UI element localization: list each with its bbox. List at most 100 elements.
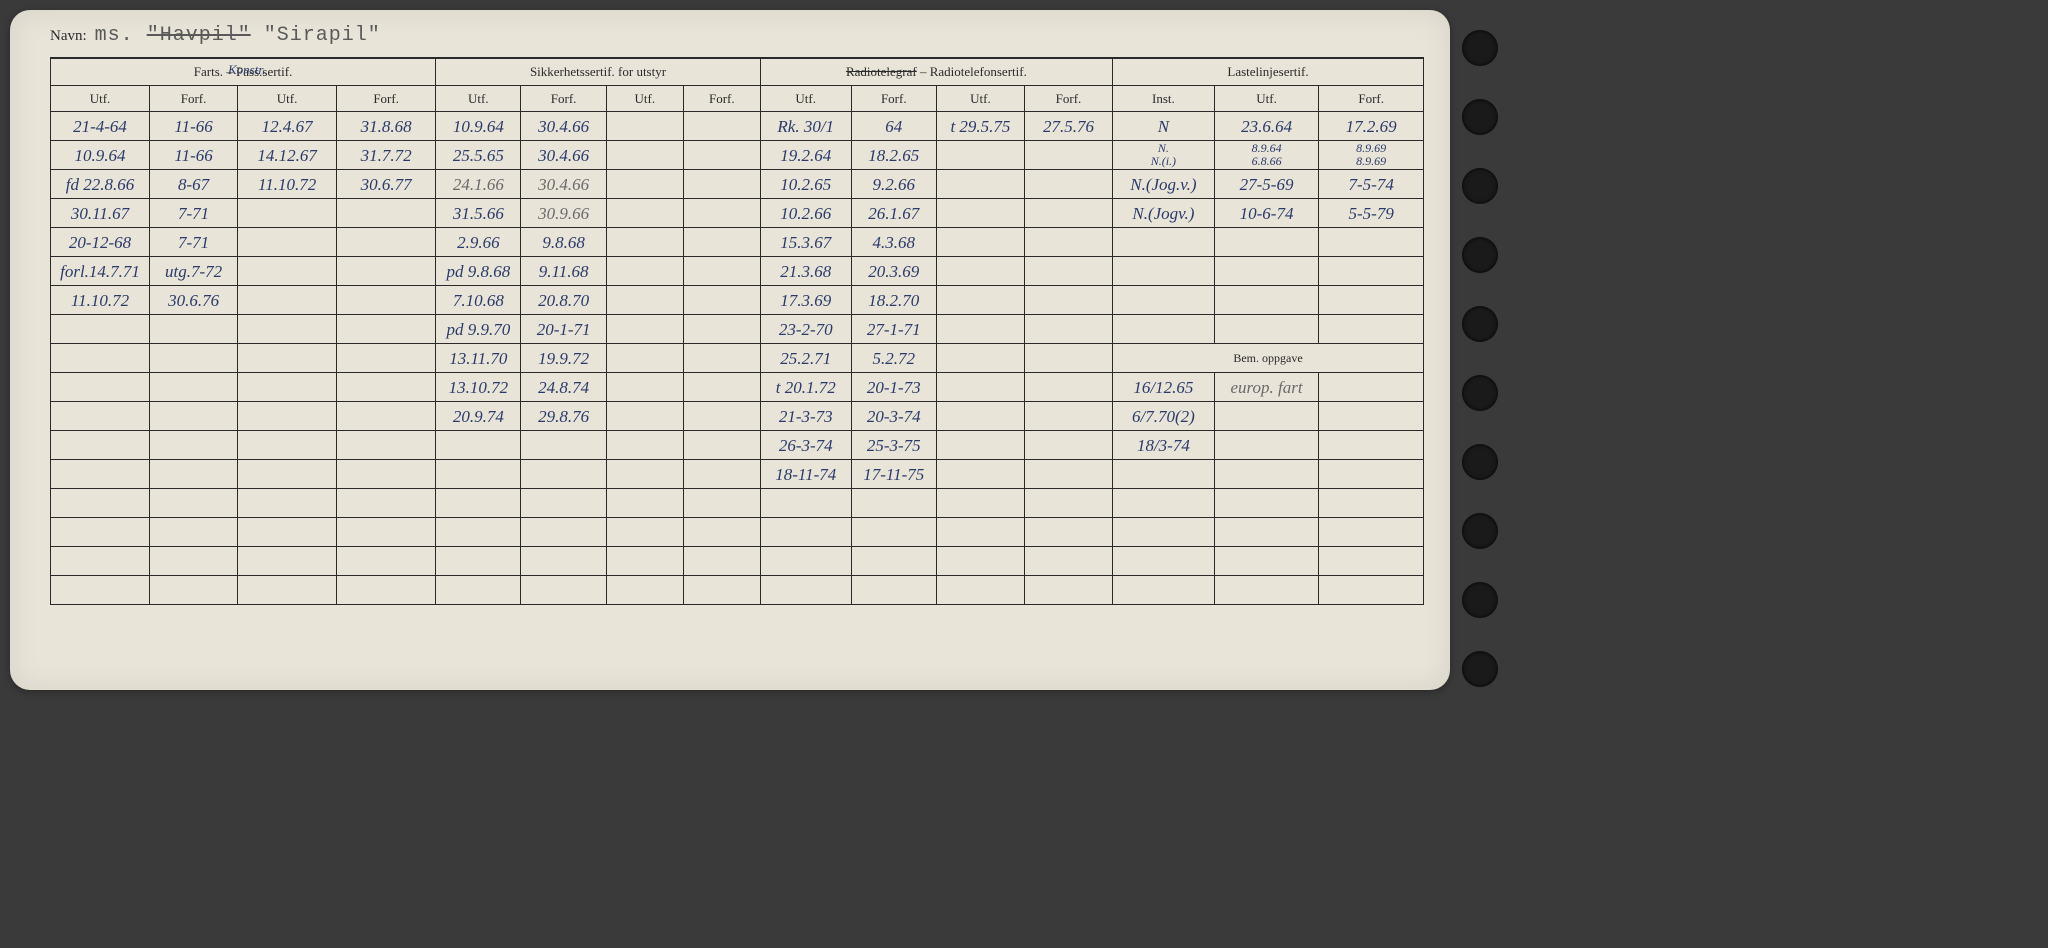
cell: [1024, 547, 1112, 576]
cell: [851, 518, 936, 547]
cell: [1024, 460, 1112, 489]
cell: [1214, 286, 1319, 315]
cell: [1112, 257, 1214, 286]
cell: [238, 228, 337, 257]
cell: europ. fart: [1214, 373, 1319, 402]
cell: [436, 518, 521, 547]
cell: [238, 518, 337, 547]
cell: [1024, 373, 1112, 402]
cell: [936, 170, 1024, 199]
cell: [1024, 257, 1112, 286]
col-inst.-12: Inst.: [1112, 86, 1214, 112]
cell: [521, 489, 606, 518]
table-row: 11.10.7230.6.767.10.6820.8.7017.3.6918.2…: [51, 286, 1424, 315]
cell: [606, 460, 683, 489]
cell: [1024, 315, 1112, 344]
cell: [683, 257, 760, 286]
cell: 10.2.66: [760, 199, 851, 228]
cell: 7-71: [150, 199, 238, 228]
cell: [683, 518, 760, 547]
cell: [337, 460, 436, 489]
table-row: [51, 489, 1424, 518]
cell: [683, 112, 760, 141]
cell: [337, 373, 436, 402]
cell: 7-71: [150, 228, 238, 257]
cell: [936, 402, 1024, 431]
cell: 23-2-70: [760, 315, 851, 344]
col-forf.-14: Forf.: [1319, 86, 1424, 112]
cell: [1112, 576, 1214, 605]
cell: 12.4.67: [238, 112, 337, 141]
cell: [238, 431, 337, 460]
cell: [1319, 228, 1424, 257]
col-utf.-6: Utf.: [606, 86, 683, 112]
table-row: 10.9.6411-6614.12.6731.7.7225.5.6530.4.6…: [51, 141, 1424, 170]
cell: 10-6-74: [1214, 199, 1319, 228]
cell: [51, 576, 150, 605]
cell: [150, 431, 238, 460]
cell: [683, 547, 760, 576]
cell: 25.5.65: [436, 141, 521, 170]
cell: [1112, 489, 1214, 518]
cell: [683, 489, 760, 518]
col-utf.-13: Utf.: [1214, 86, 1319, 112]
cell: [51, 373, 150, 402]
cell: [1112, 286, 1214, 315]
cell: [337, 518, 436, 547]
cell: [1214, 228, 1319, 257]
cell: [606, 489, 683, 518]
cell: [606, 547, 683, 576]
cell: [238, 489, 337, 518]
cell: t 29.5.75: [936, 112, 1024, 141]
group-lastelinje: Lastelinjesertif.: [1112, 59, 1423, 86]
cell: [1214, 431, 1319, 460]
cell: [238, 460, 337, 489]
table-row: 18-11-7417-11-75: [51, 460, 1424, 489]
cell: [606, 431, 683, 460]
hole: [1462, 582, 1498, 618]
cell: [1319, 547, 1424, 576]
cell: [51, 315, 150, 344]
cell: 2.9.66: [436, 228, 521, 257]
cell: [683, 315, 760, 344]
hole: [1462, 444, 1498, 480]
cell: [1024, 518, 1112, 547]
cell: 9.11.68: [521, 257, 606, 286]
cell: [150, 576, 238, 605]
cell: [1319, 286, 1424, 315]
cell: 6/7.70(2): [1112, 402, 1214, 431]
cell: [1214, 315, 1319, 344]
table-row: 13.11.7019.9.7225.2.715.2.72Bem. oppgave: [51, 344, 1424, 373]
hole: [1462, 306, 1498, 342]
cell: [1112, 460, 1214, 489]
col-utf.-2: Utf.: [238, 86, 337, 112]
cell: 25-3-75: [851, 431, 936, 460]
cell: pd 9.8.68: [436, 257, 521, 286]
cell: [936, 315, 1024, 344]
cell: [683, 373, 760, 402]
cell: [337, 344, 436, 373]
cell: 18/3-74: [1112, 431, 1214, 460]
cell: 23.6.64: [1214, 112, 1319, 141]
cell: 14.12.67: [238, 141, 337, 170]
cell: 18.2.70: [851, 286, 936, 315]
cell: [1024, 170, 1112, 199]
cell: [1319, 315, 1424, 344]
cell: 26-3-74: [760, 431, 851, 460]
col-forf.-7: Forf.: [683, 86, 760, 112]
table-row: 21-4-6411-6612.4.6731.8.6810.9.6430.4.66…: [51, 112, 1424, 141]
cell: 19.2.64: [760, 141, 851, 170]
cell: [337, 257, 436, 286]
cell: [936, 547, 1024, 576]
cell: [936, 460, 1024, 489]
cell: [337, 199, 436, 228]
konstr-annotation: Konstr.: [228, 62, 265, 78]
cell: N.N.(i.): [1112, 141, 1214, 170]
cell: 4.3.68: [851, 228, 936, 257]
cell: Rk. 30/1: [760, 112, 851, 141]
cell: [606, 402, 683, 431]
cell: 19.9.72: [521, 344, 606, 373]
cell: 11-66: [150, 141, 238, 170]
cell: [683, 402, 760, 431]
cell: 27-1-71: [851, 315, 936, 344]
